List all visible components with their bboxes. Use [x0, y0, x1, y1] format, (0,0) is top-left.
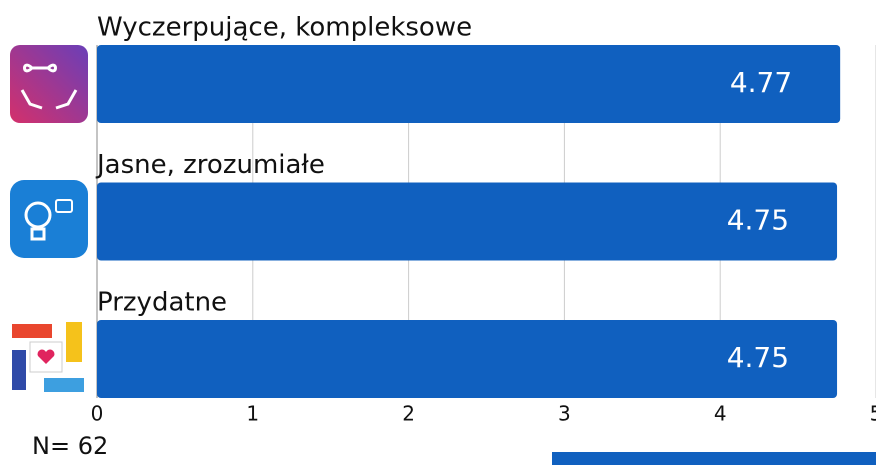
category-label: Przydatne [97, 288, 227, 318]
x-tick-label: 5 [870, 402, 876, 426]
icon-hands [12, 322, 84, 392]
value-label: 4.75 [727, 204, 789, 237]
page: {"chart_data": {"type": "bar", "orientat… [0, 0, 876, 465]
category-label: Wyczerpujące, kompleksowe [97, 13, 472, 43]
bar [97, 45, 840, 123]
x-tick-label: 1 [246, 402, 259, 426]
x-tick-label: 0 [91, 402, 104, 426]
x-tick-label: 2 [402, 402, 415, 426]
category-label: Jasne, zrozumiałe [95, 150, 325, 180]
chart: N= 62 0 1 2 3 4 5 Wyczerpujące, kompleksowe 4.7… [0, 0, 876, 465]
value-label: 4.77 [730, 66, 792, 99]
x-tick-label: 3 [558, 402, 571, 426]
value-label: 4.75 [727, 341, 789, 374]
legend-swatch [552, 452, 876, 465]
icon-lightbulb [10, 180, 88, 258]
x-tick-label: 4 [714, 402, 727, 426]
icon-infinity-hands [10, 45, 88, 123]
note: N= 62 [32, 432, 108, 460]
